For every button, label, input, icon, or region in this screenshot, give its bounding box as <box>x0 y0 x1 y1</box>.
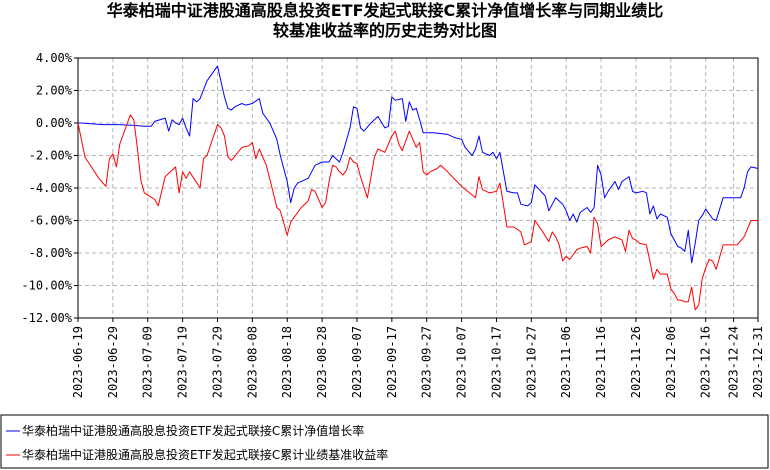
x-tick-label: 2023-08-18 <box>280 326 294 398</box>
x-tick-label: 2023-09-07 <box>350 326 364 398</box>
y-tick-label: -8.00% <box>29 246 73 260</box>
y-tick-label: 4.00% <box>36 51 73 65</box>
series-lines <box>77 65 759 311</box>
chart-title-line-2: 较基准收益率的历史走势对比图 <box>272 21 497 40</box>
x-tick-label: 2023-12-16 <box>699 326 713 398</box>
legend: 华泰柏瑞中证港股通高股息投资ETF发起式联接C累计净值增长率华泰柏瑞中证港股通高… <box>0 414 769 469</box>
series-line-2 <box>77 114 758 311</box>
y-tick-label: -4.00% <box>29 181 73 195</box>
x-axis: 2023-06-19 2023-06-29 2023-07-09 2023-07-19… <box>71 318 765 398</box>
x-tick-label: 2023-12-06 <box>664 326 678 398</box>
y-axis: 4.00% 2.00% 0.00% -2.00% -4.00% -6.00% -8.00% -… <box>21 51 78 325</box>
y-tick-label: -2.00% <box>29 149 73 163</box>
x-tick-label: 2023-11-16 <box>594 326 608 398</box>
x-tick-label: 2023-07-29 <box>210 326 224 398</box>
x-tick-label: 2023-08-28 <box>315 326 329 398</box>
x-tick-label: 2023-07-19 <box>176 326 190 398</box>
chart-title-line-1: 华泰柏瑞中证港股通高股息投资ETF发起式联接C累计净值增长率与同期业绩比 <box>106 1 664 20</box>
y-tick-label: 0.00% <box>36 116 73 130</box>
series-line-1 <box>78 65 759 264</box>
x-tick-label: 2023-12-24 <box>727 326 741 398</box>
x-tick-label: 2023-11-26 <box>629 326 643 398</box>
y-tick-label: -6.00% <box>29 214 73 228</box>
x-tick-label: 2023-09-17 <box>385 326 399 398</box>
legend-box <box>0 414 769 469</box>
x-tick-label: 2023-09-27 <box>420 326 434 398</box>
x-tick-label: 2023-08-08 <box>245 326 259 398</box>
x-tick-label: 2023-10-07 <box>455 326 469 398</box>
legend-label-1: 华泰柏瑞中证港股通高股息投资ETF发起式联接C累计净值增长率 <box>22 423 364 438</box>
x-tick-label: 2023-10-27 <box>524 326 538 398</box>
legend-label-2: 华泰柏瑞中证港股通高股息投资ETF发起式联接C累计业绩基准收益率 <box>22 447 388 462</box>
x-tick-label: 2023-06-19 <box>71 326 85 398</box>
y-tick-label: -12.00% <box>21 311 72 325</box>
y-tick-label: -10.00% <box>21 279 72 293</box>
x-tick-label: 2023-12-31 <box>751 326 765 398</box>
x-tick-label: 2023-07-09 <box>141 326 155 398</box>
x-tick-label: 2023-06-29 <box>106 326 120 398</box>
x-tick-label: 2023-11-06 <box>559 326 573 398</box>
y-tick-label: 2.00% <box>36 84 73 98</box>
chart-title: 华泰柏瑞中证港股通高股息投资ETF发起式联接C累计净值增长率与同期业绩比 较基准… <box>0 1 770 41</box>
x-tick-label: 2023-10-17 <box>489 326 503 398</box>
